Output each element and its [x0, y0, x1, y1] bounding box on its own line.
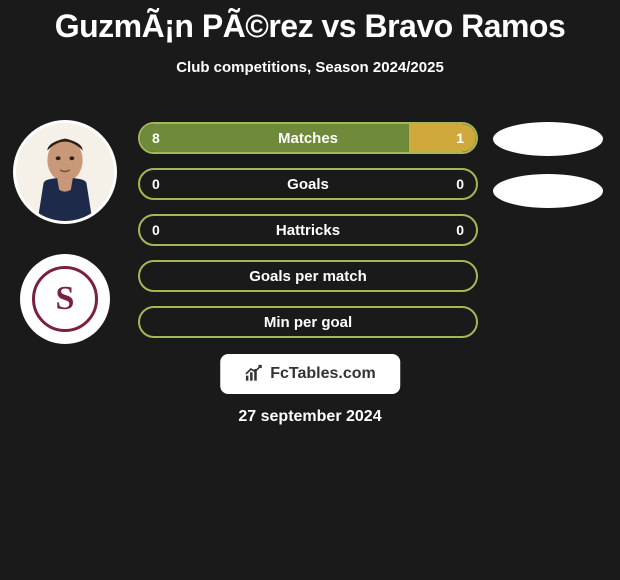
page-title: GuzmÃ¡n PÃ©rez vs Bravo Ramos [0, 0, 620, 45]
bar-right-value: 1 [456, 130, 464, 146]
bar-fill-right [409, 124, 476, 152]
bar-left-value: 0 [152, 222, 160, 238]
footer-brand-badge: FcTables.com [220, 354, 400, 394]
player-avatar [13, 120, 117, 224]
bar-label: Min per goal [264, 314, 352, 331]
player-ellipse [493, 174, 603, 208]
stat-bar: Min per goal [138, 306, 478, 338]
stat-bar: Goals per match [138, 260, 478, 292]
right-column [490, 122, 606, 208]
bar-label: Goals per match [249, 268, 367, 285]
left-column: S [10, 120, 120, 344]
bar-label: Matches [278, 130, 338, 147]
stat-bars: 8 1 Matches 0 0 Goals 0 0 Hattricks Goals per mat… [138, 122, 478, 338]
player-ellipse [493, 122, 603, 156]
page-subtitle: Club competitions, Season 2024/2025 [0, 59, 620, 76]
bar-right-value: 0 [456, 176, 464, 192]
bar-right-value: 0 [456, 222, 464, 238]
stat-bar: 8 1 Matches [138, 122, 478, 154]
stat-bar: 0 0 Goals [138, 168, 478, 200]
stat-bar: 0 0 Hattricks [138, 214, 478, 246]
infographic-root: GuzmÃ¡n PÃ©rez vs Bravo Ramos Club compe… [0, 0, 620, 580]
chart-icon [244, 364, 264, 384]
bar-left-value: 0 [152, 176, 160, 192]
club-badge-inner: S [32, 266, 98, 332]
footer-brand-text: FcTables.com [270, 365, 376, 383]
bar-left-value: 8 [152, 130, 160, 146]
bar-label: Hattricks [276, 222, 340, 239]
bar-fill-left [140, 124, 409, 152]
club-badge: S [20, 254, 110, 344]
avatar-icon [16, 123, 114, 221]
club-badge-letter: S [56, 280, 75, 318]
date-text: 27 september 2024 [0, 408, 620, 426]
bar-label: Goals [287, 176, 329, 193]
